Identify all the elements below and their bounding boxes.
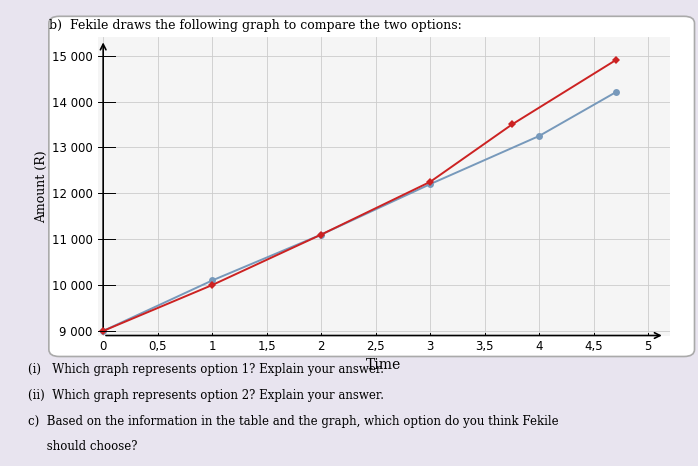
X-axis label: Time: Time — [366, 357, 401, 371]
Y-axis label: Amount (R): Amount (R) — [35, 150, 48, 223]
Text: (ii)  Which graph represents option 2? Explain your answer.: (ii) Which graph represents option 2? Ex… — [28, 389, 384, 402]
Text: should choose?: should choose? — [28, 440, 138, 453]
Text: b)  Fekile draws the following graph to compare the two options:: b) Fekile draws the following graph to c… — [49, 19, 461, 32]
Text: c)  Based on the information in the table and the graph, which option do you thi: c) Based on the information in the table… — [28, 415, 558, 428]
Text: (i)   Which graph represents option 1? Explain your answer.: (i) Which graph represents option 1? Exp… — [28, 363, 384, 377]
